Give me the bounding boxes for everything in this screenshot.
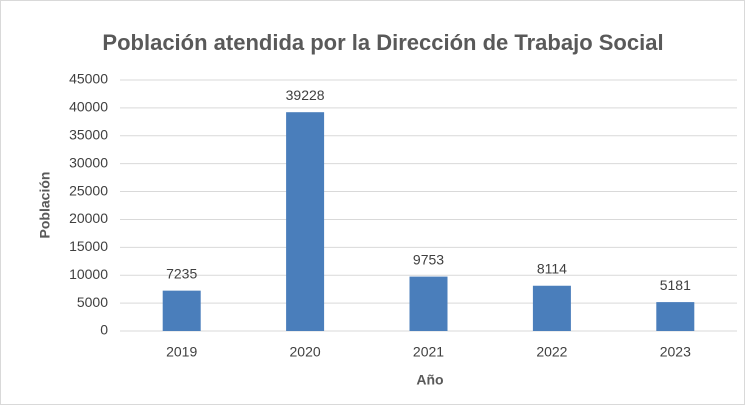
bar (532, 285, 571, 331)
y-tick-label: 35000 (69, 126, 108, 142)
y-tick-label: 15000 (69, 238, 108, 254)
y-tick-label: 25000 (69, 182, 108, 198)
y-tick-label: 10000 (69, 266, 108, 282)
bar (286, 112, 325, 331)
data-label: 9753 (413, 251, 444, 267)
x-axis-label: Año (416, 372, 443, 388)
x-tick-label: 2019 (166, 344, 197, 360)
y-tick-label: 40000 (69, 99, 108, 115)
y-tick-label: 0 (100, 322, 108, 338)
data-label: 5181 (660, 277, 691, 293)
y-axis-label: Población (37, 172, 53, 239)
x-tick-label: 2023 (660, 344, 691, 360)
y-tick-label: 5000 (77, 294, 108, 310)
y-tick-label: 20000 (69, 210, 108, 226)
data-label: 8114 (537, 260, 567, 276)
x-tick-label: 2021 (413, 344, 444, 360)
y-tick-label: 30000 (69, 154, 108, 170)
x-tick-label: 2020 (290, 344, 321, 360)
data-label: 39228 (286, 87, 325, 103)
bar (409, 276, 448, 331)
bar (656, 302, 695, 331)
chart-title: Población atendida por la Dirección de T… (102, 30, 663, 55)
y-tick-label: 45000 (69, 71, 108, 87)
data-label: 7235 (166, 265, 197, 281)
x-tick-label: 2022 (536, 344, 567, 360)
bar (162, 290, 201, 331)
